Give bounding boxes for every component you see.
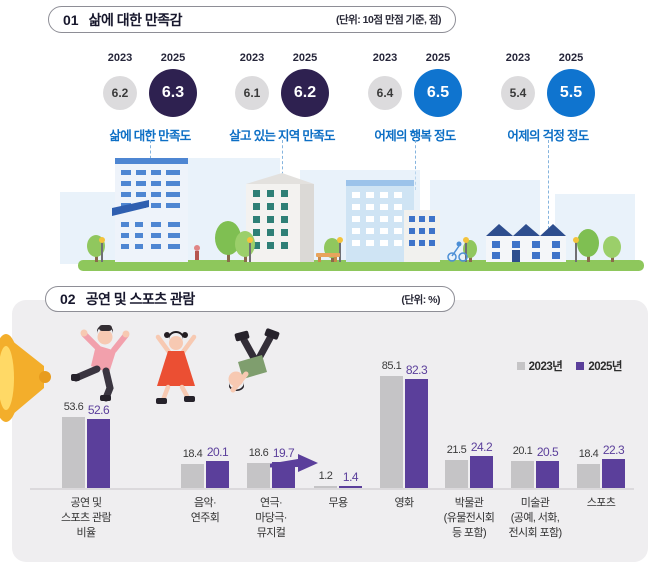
category-label: 스포츠 bbox=[586, 497, 616, 509]
bar-value-label: 52.6 bbox=[87, 403, 110, 417]
bar-2025년-2 bbox=[206, 461, 229, 488]
dashed-connector bbox=[282, 140, 283, 180]
bar-2023년-7 bbox=[511, 461, 534, 488]
year-label-2023: 2023 bbox=[107, 52, 133, 64]
year-label-2023: 2023 bbox=[505, 52, 531, 64]
metric-yesterday-happiness: 2023 6.4 2025 6.5 어제의 행복 정도 bbox=[345, 52, 485, 190]
dashed-connector bbox=[548, 140, 549, 234]
metric-label: 어제의 행복 정도 bbox=[374, 129, 456, 143]
section2-unit: (단위: %) bbox=[401, 293, 440, 306]
category-label: 공연 및 스포츠 관람 비율 bbox=[60, 497, 112, 539]
bar-value-label: 53.6 bbox=[63, 401, 84, 413]
legend-swatch-2025 bbox=[576, 362, 585, 370]
value-circle-2023: 6.4 bbox=[368, 76, 402, 110]
year-label-2025: 2025 bbox=[160, 52, 186, 64]
bar-value-label: 21.5 bbox=[446, 444, 467, 456]
bar-value-label: 85.1 bbox=[381, 360, 402, 372]
bar-2023년-1 bbox=[62, 417, 85, 488]
bar-value-label: 18.6 bbox=[248, 447, 269, 459]
bar-value-label: 20.1 bbox=[512, 445, 533, 457]
bar-2023년-5 bbox=[380, 376, 403, 488]
bar-2023년-8 bbox=[577, 464, 600, 488]
legend-swatch-2023 bbox=[516, 362, 525, 370]
x-axis-line bbox=[30, 488, 634, 490]
bar-2023년-3 bbox=[247, 463, 270, 488]
section1-title: 삶에 대한 만족감 bbox=[88, 11, 183, 28]
category-label: 무용 bbox=[328, 497, 348, 509]
metric-life-satisfaction: 2023 6.2 2025 6.3 삶에 대한 만족도 bbox=[80, 52, 220, 164]
section2-title: 공연 및 스포츠 관람 bbox=[85, 291, 196, 307]
year-label-2023: 2023 bbox=[372, 52, 398, 64]
bar-value-label: 20.1 bbox=[206, 445, 229, 459]
bar-value-label: 20.5 bbox=[536, 445, 559, 459]
value-circle-2023: 5.4 bbox=[501, 76, 535, 110]
metric-yesterday-worry: 2023 5.4 2025 5.5 어제의 걱정 정도 bbox=[478, 52, 618, 234]
value-circle-2025: 6.5 bbox=[414, 69, 462, 117]
year-label-2025: 2025 bbox=[292, 52, 318, 64]
bar-value-label: 24.2 bbox=[470, 440, 493, 454]
dashed-connector bbox=[415, 140, 416, 190]
bar-2025년-1 bbox=[87, 419, 110, 488]
bar-chart: 53.6 52.6 공연 및 스포츠 관람 비율 18.4 20.1 음악· 연주회 18.… bbox=[12, 300, 648, 562]
value-circle-2025: 6.2 bbox=[281, 69, 329, 117]
megaphone-icon bbox=[0, 334, 51, 422]
bar-2023년-6 bbox=[445, 460, 468, 488]
bar-2023년-4 bbox=[314, 486, 337, 488]
section1-unit: (단위: 10점 만점 기준, 점) bbox=[335, 14, 442, 26]
section1-number: 01 bbox=[63, 11, 79, 28]
dashed-connector bbox=[150, 140, 151, 164]
year-label-2023: 2023 bbox=[239, 52, 265, 64]
year-label-2025: 2025 bbox=[558, 52, 584, 64]
section2-header: 02 공연 및 스포츠 관람 (단위: %) bbox=[45, 286, 455, 312]
section2-number: 02 bbox=[60, 291, 76, 307]
bar-2025년-5 bbox=[405, 379, 428, 488]
metric-label: 살고 있는 지역 만족도 bbox=[229, 129, 335, 143]
bar-2025년-3 bbox=[272, 462, 295, 488]
category-label: 음악· 연주회 bbox=[190, 497, 220, 524]
bar-value-label: 18.4 bbox=[578, 448, 599, 460]
year-label-2025: 2025 bbox=[425, 52, 451, 64]
bar-2025년-7 bbox=[536, 461, 559, 488]
bar-value-label: 82.3 bbox=[405, 363, 428, 377]
chart-legend: 2023년 2025년 bbox=[516, 358, 622, 374]
legend-item-2025: 2025년 bbox=[576, 358, 622, 374]
metric-label: 삶에 대한 만족도 bbox=[109, 129, 191, 143]
metric-area-satisfaction: 2023 6.1 2025 6.2 살고 있는 지역 만족도 bbox=[212, 52, 352, 180]
bar-value-label: 22.3 bbox=[602, 443, 625, 457]
category-label: 영화 bbox=[394, 497, 414, 509]
bar-value-label: 18.4 bbox=[182, 448, 203, 460]
value-circle-2025: 5.5 bbox=[547, 69, 595, 117]
legend-item-2023: 2023년 bbox=[516, 358, 563, 374]
value-circle-2023: 6.1 bbox=[235, 76, 269, 110]
dancers-illustration bbox=[71, 325, 280, 404]
bar-2023년-2 bbox=[181, 464, 204, 488]
section1-header: 01 삶에 대한 만족감 (단위: 10점 만점 기준, 점) bbox=[48, 6, 456, 33]
category-label: 미술관 (공예, 서화, 전시회 포함) bbox=[508, 497, 562, 539]
value-circle-2025: 6.3 bbox=[149, 69, 197, 117]
metric-label: 어제의 걱정 정도 bbox=[507, 129, 589, 143]
category-label: 연극· 마당극· 뮤지컬 bbox=[255, 497, 287, 539]
category-label: 박물관 (유물전시회 등 포함) bbox=[443, 497, 495, 539]
bar-2025년-4 bbox=[339, 486, 362, 488]
bar-2025년-6 bbox=[470, 456, 493, 488]
value-circle-2023: 6.2 bbox=[103, 76, 137, 110]
bar-value-label: 1.4 bbox=[342, 470, 359, 484]
cityscape-illustration bbox=[60, 158, 644, 271]
bar-value-label: 19.7 bbox=[272, 446, 295, 460]
bar-2025년-8 bbox=[602, 459, 625, 488]
section2-panel: 2023년 2025년 53.6 52.6 공연 및 스포츠 관람 비율 18.4 20… bbox=[0, 300, 648, 562]
bar-value-label: 1.2 bbox=[318, 470, 333, 482]
